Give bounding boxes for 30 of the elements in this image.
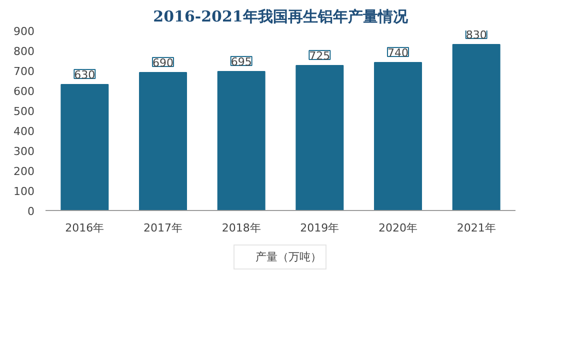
y-tick-label: 600 xyxy=(14,85,35,98)
bar xyxy=(217,71,266,210)
bar xyxy=(60,84,109,210)
y-tick-label: 100 xyxy=(14,185,35,198)
text: 产量（万吨） xyxy=(256,250,322,264)
bar xyxy=(296,65,344,210)
data-label: 695 xyxy=(230,56,252,68)
y-tick-label: 800 xyxy=(14,45,35,58)
y-tick-label: 900 xyxy=(14,25,35,38)
x-tick-label: 2020年 xyxy=(378,222,418,234)
y-tick-label: 500 xyxy=(14,105,35,118)
x-tick-label: 2018年 xyxy=(222,222,261,234)
y-tick-label: 700 xyxy=(14,65,35,78)
x-tick-label: 2019年 xyxy=(300,222,340,234)
data-label: 830 xyxy=(466,28,487,42)
y-tick-label: 200 xyxy=(14,165,35,178)
bar xyxy=(139,72,187,210)
y-tick-label: 400 xyxy=(14,125,35,138)
x-tick-label: 2017年 xyxy=(144,222,183,234)
data-label: 725 xyxy=(309,50,330,62)
data-label: 630 xyxy=(74,68,96,82)
data-label: 740 xyxy=(388,46,408,60)
bar xyxy=(452,44,500,210)
data-label: 690 xyxy=(152,56,174,70)
bar xyxy=(374,62,422,210)
x-tick-label: 2016年 xyxy=(65,222,104,234)
x-tick-label: 2021年 xyxy=(456,222,496,234)
y-tick-label: 300 xyxy=(14,145,35,158)
chart-title: 2016-2021年我国再生铝年产量情况 xyxy=(153,8,409,26)
y-tick-label: 0 xyxy=(28,205,34,218)
